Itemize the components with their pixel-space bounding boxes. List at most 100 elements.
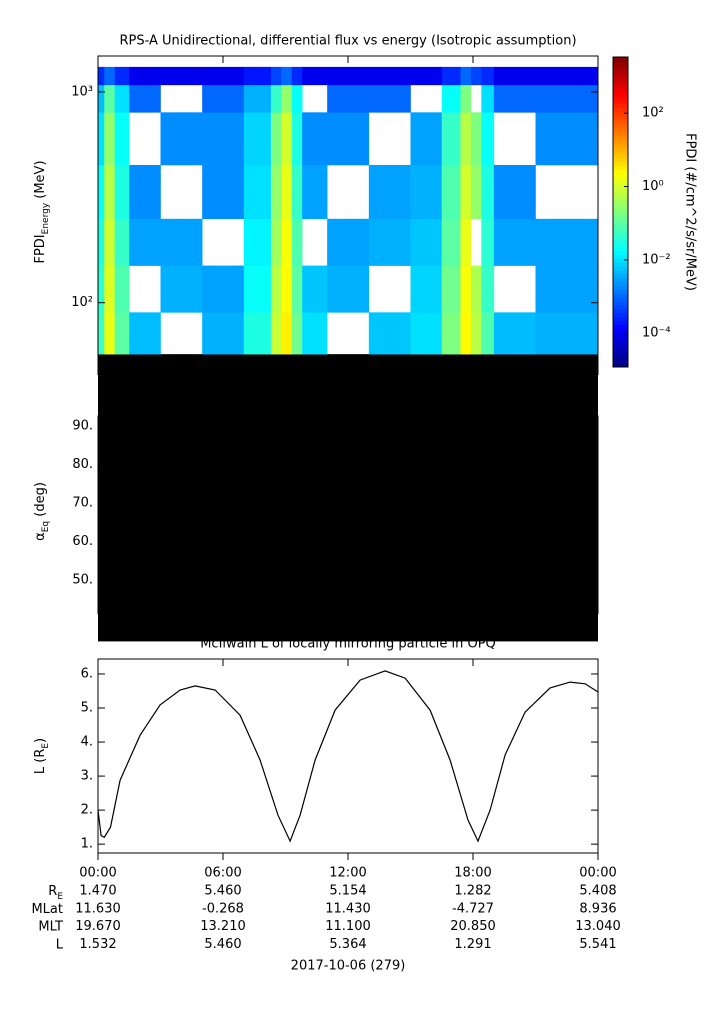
colorbar-segment bbox=[613, 99, 628, 104]
heatmap-cell bbox=[368, 84, 411, 113]
heatmap-cell bbox=[243, 265, 272, 313]
heatmap-cell bbox=[368, 312, 411, 355]
colorbar-segment bbox=[613, 328, 628, 333]
colorbar-segment bbox=[613, 57, 628, 62]
heatmap-cell bbox=[493, 66, 536, 86]
colorbar-segment bbox=[613, 355, 628, 360]
y-tick-label: 50. bbox=[72, 573, 93, 588]
heatmap-cell bbox=[410, 312, 443, 355]
heatmap-cell bbox=[368, 218, 411, 266]
row-label-text: R bbox=[48, 884, 57, 899]
colorbar-segment bbox=[613, 274, 628, 279]
ephemeris-value: 8.936 bbox=[579, 901, 616, 916]
colorbar-segment bbox=[613, 343, 628, 349]
colorbar-segment bbox=[613, 231, 628, 236]
heatmap-cell bbox=[243, 164, 272, 220]
chart-title: McIlwain L of locally mirroring particle… bbox=[200, 637, 496, 652]
ephemeris-value: 1.282 bbox=[454, 884, 491, 899]
heatmap-cell bbox=[460, 312, 472, 355]
ephemeris-value: 19.670 bbox=[75, 919, 121, 934]
ephemeris-value: 20.850 bbox=[450, 919, 496, 934]
heatmap-cell bbox=[327, 218, 370, 266]
colorbar-segment bbox=[613, 122, 628, 128]
x-tick-label: 00:00 bbox=[79, 866, 116, 881]
ephemeris-value: -0.268 bbox=[202, 901, 244, 916]
heatmap-cell bbox=[98, 84, 105, 113]
heatmap-cell bbox=[270, 265, 282, 313]
heatmap-cell bbox=[281, 312, 293, 355]
x-tick-label: 06:00 bbox=[204, 866, 241, 881]
x-tick-label: 00:00 bbox=[579, 866, 616, 881]
y-tick-label: 4. bbox=[81, 735, 93, 750]
heatmap-cell bbox=[281, 84, 293, 113]
heatmap-cell bbox=[460, 84, 472, 113]
colorbar-segment bbox=[613, 254, 628, 259]
heatmap-cell bbox=[302, 112, 328, 166]
heatmap-cell bbox=[104, 164, 115, 220]
date-label: 2017-10-06 (279) bbox=[291, 959, 406, 974]
y-axis-label-part: (MeV) bbox=[33, 160, 48, 202]
colorbar-segment bbox=[613, 223, 628, 228]
colorbar-segment bbox=[613, 134, 628, 139]
colorbar-segment bbox=[613, 161, 628, 166]
heatmap-cell bbox=[160, 265, 203, 313]
heatmap-cell bbox=[104, 112, 115, 166]
heatmap-cell bbox=[98, 312, 105, 355]
colorbar-segment bbox=[613, 150, 628, 155]
colorbar-segment bbox=[613, 157, 628, 163]
ephemeris-value: 11.630 bbox=[75, 901, 121, 916]
colorbar-segment bbox=[613, 239, 628, 244]
colorbar-segment bbox=[613, 173, 628, 178]
ephemeris-value: -4.727 bbox=[452, 901, 494, 916]
heatmap-cell bbox=[243, 112, 272, 166]
heatmap-cell bbox=[535, 265, 599, 313]
heatmap-cell bbox=[410, 112, 443, 166]
heatmap-cell bbox=[535, 66, 599, 86]
plot-background bbox=[98, 354, 598, 642]
heatmap-cell bbox=[481, 312, 495, 355]
heatmap-cell bbox=[129, 66, 161, 86]
heatmap-cell bbox=[281, 112, 293, 166]
heatmap-cell bbox=[202, 66, 245, 86]
y-axis-label-part: E bbox=[41, 743, 51, 749]
heatmap-cell bbox=[270, 218, 282, 266]
colorbar-segment bbox=[613, 293, 628, 298]
colorbar-segment bbox=[613, 297, 628, 302]
colorbar-label: FPDI (#/cm^2/s/sr/MeV) bbox=[683, 133, 698, 291]
colorbar-segment bbox=[613, 351, 628, 356]
colorbar-segment bbox=[613, 60, 628, 66]
heatmap-cell bbox=[470, 66, 482, 86]
colorbar-segment bbox=[613, 227, 628, 232]
colorbar-segment bbox=[613, 115, 628, 120]
x-tick-label: 12:00 bbox=[329, 866, 366, 881]
heatmap-cell bbox=[160, 112, 203, 166]
y-axis-label: αEq (deg) bbox=[33, 482, 51, 541]
colorbar-segment bbox=[613, 184, 628, 190]
heatmap-cell bbox=[98, 66, 105, 86]
ephemeris-value: 5.154 bbox=[329, 884, 366, 899]
colorbar-segment bbox=[613, 347, 628, 352]
colorbar-segment bbox=[613, 301, 628, 306]
heatmap-cell bbox=[291, 84, 303, 113]
y-axis-label-part: Eq bbox=[41, 521, 51, 532]
colorbar-segment bbox=[613, 126, 628, 132]
ephemeris-value: 13.210 bbox=[200, 919, 246, 934]
colorbar-segment bbox=[613, 68, 628, 73]
heatmap-cell bbox=[281, 164, 293, 220]
colorbar-segment bbox=[613, 181, 628, 186]
colorbar-segment bbox=[613, 332, 628, 337]
heatmap-cell bbox=[270, 164, 282, 220]
colorbar-segment bbox=[613, 246, 628, 252]
x-tick-label: 18:00 bbox=[454, 866, 491, 881]
heatmap-cell bbox=[291, 265, 303, 313]
ephemeris-value: 5.408 bbox=[579, 884, 616, 899]
heatmap-cell bbox=[327, 112, 370, 166]
heatmap-cell bbox=[104, 84, 115, 113]
colorbar-segment bbox=[613, 200, 628, 205]
colorbar-segment bbox=[613, 169, 628, 174]
y-axis-label-part: Energy bbox=[41, 202, 51, 234]
heatmap-cell bbox=[291, 164, 303, 220]
ephemeris-value: 5.460 bbox=[204, 937, 241, 952]
colorbar-segment bbox=[613, 266, 628, 271]
colorbar-segment bbox=[613, 277, 628, 283]
